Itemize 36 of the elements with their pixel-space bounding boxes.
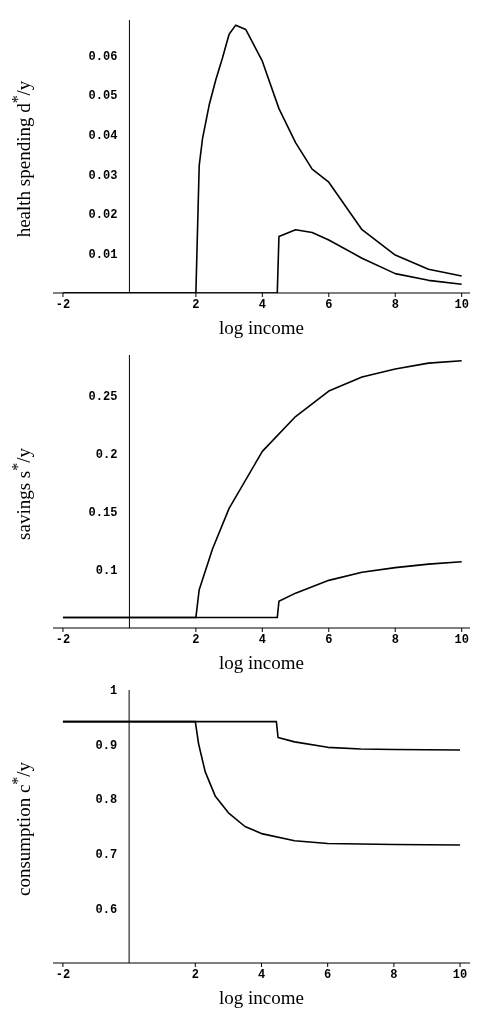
x-tick-label: -2 <box>55 297 71 312</box>
y-tick-label: 0.15 <box>88 506 118 521</box>
x-tick-label: 6 <box>325 632 333 647</box>
y-tick-label: 0.1 <box>95 564 118 579</box>
x-tick-label: 2 <box>192 297 200 312</box>
y-tick-label: 0.25 <box>88 389 118 404</box>
x-axis-title: log income <box>218 317 305 339</box>
x-tick-label: 2 <box>191 967 199 982</box>
x-tick-label: -2 <box>55 632 71 647</box>
y-tick-label: 0.9 <box>95 738 118 753</box>
x-tick-label: 6 <box>324 967 332 982</box>
x-tick-label: 6 <box>325 297 333 312</box>
y-tick-label: 0.8 <box>95 793 118 808</box>
y-tick-label: 0.03 <box>88 168 118 183</box>
x-tick-label: 4 <box>258 632 266 647</box>
y-tick-label: 0.7 <box>95 848 118 862</box>
x-tick-label: 2 <box>192 632 200 647</box>
x-tick-label: 8 <box>391 632 399 647</box>
x-tick-label: 4 <box>258 297 266 312</box>
y-tick-label: 0.06 <box>88 49 118 64</box>
x-tick-label: 8 <box>391 297 399 312</box>
y-tick-label: 0.02 <box>88 208 118 223</box>
y-tick-label: 1 <box>109 684 118 699</box>
x-tick-label: 10 <box>454 297 469 312</box>
x-tick-label: 10 <box>452 967 468 982</box>
y-tick-label: 0.2 <box>95 447 118 462</box>
y-tick-label: 0.05 <box>88 89 118 104</box>
x-tick-label: 8 <box>390 967 398 982</box>
x-tick-label: -2 <box>55 967 71 982</box>
y-tick-label: 0.6 <box>95 902 118 917</box>
y-tick-label: 0.04 <box>88 128 118 143</box>
x-axis-title: log income <box>218 987 305 1009</box>
x-tick-label: 4 <box>257 967 266 982</box>
x-tick-label: 10 <box>454 632 469 647</box>
x-axis-title: log income <box>218 652 305 674</box>
y-tick-label: 0.01 <box>88 247 118 262</box>
